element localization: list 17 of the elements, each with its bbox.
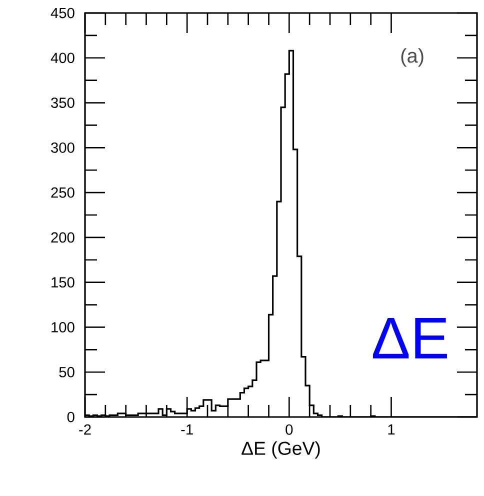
y-tick-label: 100	[52, 322, 74, 332]
y-tick-label: 200	[51, 232, 74, 243]
y-tick-label: 0	[67, 412, 74, 422]
y-tick-label: 150	[52, 277, 74, 288]
x-tick-label: 0	[286, 424, 293, 435]
x-axis-title: ΔE (GeV)	[242, 441, 320, 459]
y-tick-label: 50	[59, 366, 74, 378]
y-tick-label: 450	[50, 8, 74, 18]
y-tick-label: 400	[50, 52, 74, 64]
annotation: ΔE	[372, 318, 447, 358]
y-tick-label: 250	[51, 187, 74, 198]
y-tick-label: 350	[51, 98, 74, 108]
x-tick-label: -1	[181, 424, 193, 434]
y-tick-label: 300	[51, 142, 74, 153]
x-tick-label: 1	[388, 424, 395, 434]
x-tick-label: -2	[79, 424, 91, 435]
annotation: (a)	[401, 48, 424, 67]
